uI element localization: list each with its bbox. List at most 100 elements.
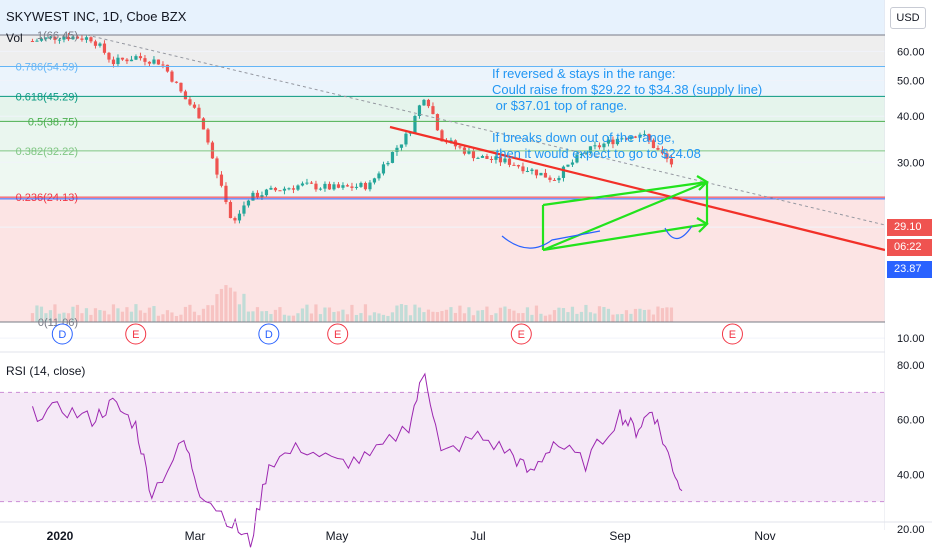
volume-bar-93 [449,307,453,322]
candle-body-121 [575,155,579,163]
candle-body-12 [84,37,89,40]
volume-bar-69 [341,309,345,322]
volume-bar-104 [498,307,503,322]
fibonacci-labels: 1(66.45) 0.786(54.59) 0.618(45.29) 0.5(38.7… [0,30,885,329]
time-axis[interactable]: 2020 Mar May Jul Sep Nov [0,521,932,543]
rsi-tick-40: 40.00 [897,469,925,481]
volume-bars [30,285,674,322]
volume-bar-92 [444,309,449,322]
candle-body-53 [269,187,273,190]
candle-body-135 [638,134,642,138]
candle-body-17 [107,52,111,60]
volume-bar-65 [323,307,327,322]
candle-body-58 [291,188,296,190]
rsi-pane [0,372,885,548]
volume-bar-13 [89,314,93,322]
candle-body-21 [125,59,129,62]
volume-bar-12 [84,308,89,322]
candle-body-35 [188,99,192,105]
candle-body-88 [426,99,431,107]
volume-bar-34 [183,306,188,322]
candle-body-78 [381,164,386,174]
volume-bar-52 [264,310,269,322]
candle-body-110 [525,170,530,172]
volume-bar-35 [188,304,192,322]
volume-bar-19 [116,308,120,322]
currency-button[interactable]: USD [890,7,926,29]
candle-body-39 [206,129,210,143]
volume-bar-10 [75,304,80,322]
candle-body-26 [147,61,152,64]
candle-body-103 [494,156,498,160]
volume-bar-39 [206,305,210,322]
volume-bar-3 [44,313,48,322]
volume-bar-112 [534,305,539,322]
volume-bar-113 [539,313,543,322]
volume-bar-131 [620,314,624,322]
rsi-label: RSI (14, close) [6,364,86,378]
channel-bottom [542,222,708,252]
candle-body-9 [71,36,75,40]
annotation-breakdown[interactable]: If breaks down out of the range, then it… [492,130,701,161]
trend-drawings[interactable] [86,34,886,252]
volume-bar-64 [318,314,323,322]
dashed-trendline [86,34,886,226]
candle-body-65 [323,183,327,189]
candle-body-118 [561,166,566,178]
candle-body-113 [539,172,543,176]
supply-line [389,125,886,252]
volume-bar-16 [102,310,107,322]
candle-body-128 [606,139,611,144]
volume-bar-127 [602,306,606,322]
volume-bar-50 [255,307,260,322]
volume-bar-132 [624,310,629,322]
candle-body-117 [557,177,561,181]
curve-left [501,230,601,249]
annotation-range[interactable]: If reversed & stays in the range: Could … [492,66,763,113]
event-marker-0 [51,323,73,345]
volume-bar-49 [251,311,255,322]
fibonacci-bands [0,0,885,322]
event-marker-3 [327,323,349,345]
volume-bar-46 [237,304,242,322]
volume-bar-21 [125,307,129,322]
volume-bar-24 [138,310,143,322]
volume-bar-67 [332,311,336,322]
volume-bar-123 [584,304,588,322]
candle-body-131 [620,138,624,140]
volume-bar-9 [71,306,75,322]
volume-bar-6 [57,313,62,322]
candle-body-130 [615,138,620,145]
candle-body-19 [116,57,120,65]
volume-bar-32 [174,315,179,322]
volume-bar-8 [66,313,71,322]
volume-bar-103 [494,313,498,322]
volume-bar-79 [386,315,390,322]
volume-bar-95 [458,305,462,322]
volume-bar-74 [363,304,368,322]
candle-body-80 [390,152,395,163]
candle-body-101 [485,156,489,159]
candle-body-75 [368,182,372,190]
candle-body-133 [629,136,633,140]
volume-bar-76 [372,312,377,322]
volume-bar-71 [350,304,354,322]
candle-body-11 [80,38,84,40]
candle-body-109 [521,166,525,172]
candle-body-37 [197,107,201,119]
candle-body-34 [183,91,188,100]
volume-bar-58 [291,315,296,322]
volume-bar-82 [399,304,404,322]
candle-body-31 [170,71,174,82]
candle-body-69 [341,185,345,188]
candle-body-79 [386,162,390,165]
candle-body-1 [35,40,39,42]
candle-body-60 [300,183,305,186]
candle-body-44 [228,202,233,219]
volume-bar-106 [507,308,512,322]
volume-bar-126 [597,306,602,322]
candle-body-68 [336,184,341,188]
volume-bar-108 [516,313,521,322]
